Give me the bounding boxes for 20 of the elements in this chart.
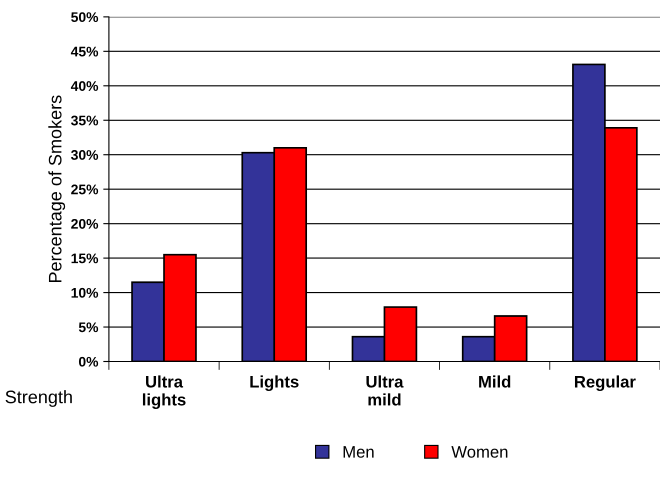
y-tick-label: 40% <box>70 81 98 91</box>
y-tick-label: 0% <box>78 356 98 367</box>
y-tick-label: 25% <box>71 184 98 194</box>
y-tick-label: 30% <box>71 150 98 160</box>
x-tick-label: Mild <box>479 375 510 388</box>
x-tick-label: Ultra mild <box>366 375 404 406</box>
y-tick-label: 20% <box>71 218 98 229</box>
y-tick-label: 5% <box>78 322 98 332</box>
x-tick-label: Lights <box>250 375 299 391</box>
legend-label: Men <box>344 446 374 458</box>
x-tick-label: Regular <box>574 375 636 391</box>
y-tick-label: 35% <box>71 116 98 126</box>
y-tick-label: 50% <box>71 12 98 22</box>
x-tick-label: Ultra lights <box>142 375 186 409</box>
y-tick-label: 10% <box>72 288 98 298</box>
x-axis-title: Strength <box>6 390 72 407</box>
y-tick-label: 15% <box>72 253 98 264</box>
y-tick-label: 45% <box>70 46 98 56</box>
legend-label: Women <box>451 446 508 458</box>
y-axis-title: Percentage of Smokers <box>48 95 66 282</box>
